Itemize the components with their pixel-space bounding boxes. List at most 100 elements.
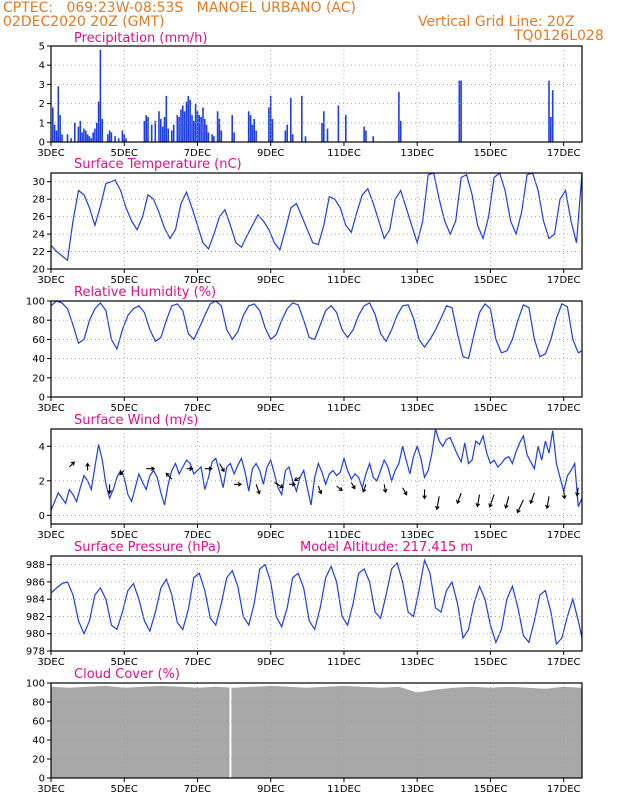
precip-bar: [180, 109, 182, 142]
precip-bar: [291, 134, 294, 142]
precip-bar: [247, 111, 250, 142]
wind-arrow-shaft: [165, 473, 173, 480]
precip-bar: [77, 126, 80, 142]
y-tick-label: 22: [32, 247, 45, 258]
precip-bar: [365, 130, 367, 142]
x-tick-label: 11DEC: [327, 784, 361, 795]
run-datetime: 02DEC2020 20Z (GMT): [3, 14, 165, 30]
y-tick-label: 984: [26, 595, 45, 606]
x-tick-label: 9DEC: [257, 275, 284, 286]
precip-bar: [399, 120, 402, 142]
x-tick-label: 7DEC: [184, 275, 211, 286]
wind-arrow-head: [70, 461, 76, 466]
wind-arrow-shaft: [436, 496, 440, 510]
surface-wind-title: Surface Wind (m/s): [74, 413, 198, 428]
x-tick-label: 17DEC: [547, 148, 581, 159]
x-tick-label: 7DEC: [184, 657, 211, 668]
wind-arrow-head: [293, 477, 299, 482]
y-tick-label: 100: [26, 679, 45, 690]
y-tick-label: 0: [39, 138, 45, 149]
y-tick-label: 5: [39, 42, 45, 53]
y-tick-label: 986: [26, 577, 45, 588]
wind-arrow-shaft: [476, 494, 481, 507]
x-tick-label: 5DEC: [111, 148, 138, 159]
precip-bar: [163, 117, 166, 142]
x-tick-label: 7DEC: [184, 148, 211, 159]
x-tick-label: 15DEC: [474, 148, 508, 159]
wind-arrow-shaft: [274, 482, 284, 488]
precip-bar: [114, 136, 116, 142]
x-tick-label: 13DEC: [400, 657, 434, 668]
x-tick-label: 9DEC: [257, 403, 284, 414]
precip-bar: [61, 134, 63, 142]
wind-arrow-head: [561, 495, 567, 500]
y-tick-label: 2: [39, 99, 45, 110]
precip-bar: [88, 136, 91, 142]
precip-bar: [191, 115, 193, 142]
precip-bar: [284, 130, 287, 142]
precip-bar: [211, 134, 213, 142]
wind-arrow-head: [256, 490, 261, 495]
x-tick-label: 13DEC: [400, 275, 434, 286]
relative-humidity-panel: 3DEC 5DEC 7DEC 9DEC 11DEC 13DEC 15DEC 17DEC 0 20 4…: [26, 285, 583, 414]
precip-bar: [176, 115, 179, 142]
x-tick-label: 13DEC: [400, 148, 434, 159]
precip-bar: [205, 124, 208, 142]
precip-bar: [66, 134, 69, 142]
precip-bar: [321, 122, 323, 142]
x-tick-label: 15DEC: [474, 403, 508, 414]
y-tick-label: 20: [32, 373, 45, 384]
x-tick-label: 17DEC: [547, 275, 581, 286]
precip-bar: [231, 115, 233, 142]
wind-arrow-head: [361, 488, 367, 493]
x-tick-label: 3DEC: [37, 148, 64, 159]
precip-bar: [101, 119, 103, 142]
precip-bar: [86, 134, 89, 142]
precip-bar: [460, 80, 462, 142]
y-tick-label: 20: [32, 265, 45, 276]
model-altitude-label: Model Altitude: 217.415 m: [300, 540, 473, 555]
precip-bar: [326, 128, 329, 142]
precip-bar: [548, 80, 550, 142]
precip-bar: [550, 117, 552, 142]
x-tick-label: 15DEC: [474, 275, 508, 286]
x-tick-label: 11DEC: [327, 148, 361, 159]
precip-bar: [83, 128, 85, 142]
x-tick-label: 7DEC: [184, 530, 211, 541]
wind-arrow-shaft: [255, 484, 261, 494]
y-tick-label: 40: [32, 736, 45, 747]
y-tick-label: 40: [32, 354, 45, 365]
wind-arrow-head: [208, 466, 213, 472]
x-tick-label: 13DEC: [400, 784, 434, 795]
y-tick-label: 80: [32, 316, 45, 327]
precip-bar: [81, 132, 83, 142]
precip-bar: [251, 124, 254, 142]
wind-arrow-head: [338, 487, 343, 492]
wind-arrow-shaft: [219, 463, 225, 472]
precip-bar: [165, 95, 168, 142]
precip-bar: [216, 111, 219, 142]
precip-bar: [160, 119, 162, 142]
precip-bar: [207, 132, 210, 142]
precip-bar: [185, 101, 188, 142]
x-tick-label: 11DEC: [327, 403, 361, 414]
surface-temperature-panel: 3DEC 5DEC 7DEC 9DEC 11DEC 13DEC 15DEC 17DEC 20 22…: [32, 157, 583, 286]
precipitation-frame: [50, 45, 583, 143]
wind-arrow-head: [529, 499, 534, 505]
relative-humidity-line: [51, 301, 582, 360]
wind-arrow-shaft: [576, 487, 579, 496]
x-tick-label: 5DEC: [111, 784, 138, 795]
precip-bar: [551, 90, 554, 142]
wind-arrow-shaft: [517, 499, 524, 513]
wind-arrow-head: [488, 503, 493, 508]
x-tick-label: 3DEC: [37, 530, 64, 541]
x-tick-label: 5DEC: [111, 403, 138, 414]
wind-arrow-shaft: [362, 484, 367, 492]
precip-bar: [182, 105, 184, 142]
y-tick-label: 24: [32, 230, 45, 241]
relative-humidity-title: Relative Humidity (%): [74, 285, 216, 300]
precip-bar: [70, 138, 72, 142]
surface-pressure-frame: [50, 555, 583, 652]
wind-arrow-head: [575, 492, 580, 497]
